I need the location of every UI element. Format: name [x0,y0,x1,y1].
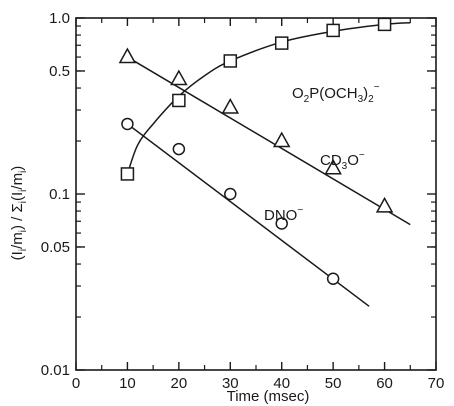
fit-lines [126,21,411,307]
y-tick-label: 0.01 [41,362,70,379]
x-tick-label: 40 [273,375,290,392]
triangle-marker [324,158,342,175]
y-axis-label: (Ii/mi) / Σi(Ii/mi) [9,166,29,261]
y-tick-label: 0.1 [49,186,70,203]
circle-marker [172,142,186,156]
square-marker [120,167,135,181]
y-tick-label: 0.5 [49,63,70,80]
square-marker [223,54,238,68]
x-tick-label: 50 [325,375,342,392]
y-tick-label: 0.05 [41,239,70,256]
x-tick-label: 10 [119,375,136,392]
data-markers [118,17,394,285]
square-marker [326,23,340,38]
circle-marker [224,187,237,201]
triangle-marker [375,196,394,213]
triangle-marker [221,97,240,114]
series-label-cd3o: CD3O− [320,150,365,172]
x-tick-label: 60 [376,375,393,392]
series-label-dno: DNO− [264,205,303,224]
square-marker [377,17,392,32]
tick-labels: 0 10 20 30 40 50 60 70 0.01 0.05 0.1 0.5 1.0 [41,10,445,392]
x-axis-label: Time (msec) [227,388,310,405]
y-tick-label: 1.0 [49,10,70,27]
square-marker [172,93,186,108]
axis-ticks [75,17,437,371]
x-tick-label: 20 [171,375,188,392]
plot-frame [75,17,437,371]
square-marker [274,36,289,50]
circle-marker [275,217,288,230]
triangle-marker [118,47,137,64]
axes-frame [75,17,437,371]
series-label-o2p-och3-2: O2P(OCH3)2− [292,82,380,105]
fit-line-square [126,21,411,175]
triangle-marker [272,131,291,148]
x-tick-label: 70 [428,375,445,392]
triangle-marker [170,69,188,86]
fit-line-triangle [127,56,411,226]
x-tick-label: 30 [222,375,239,392]
circle-marker [326,272,340,285]
x-tick-label: 0 [72,375,80,392]
circle-marker [121,117,134,131]
